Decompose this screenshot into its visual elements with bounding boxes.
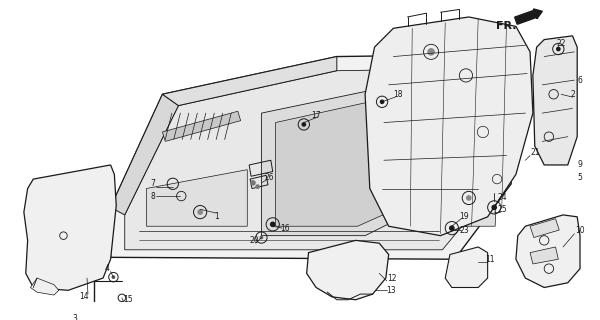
Text: 7: 7 — [151, 179, 155, 188]
Text: 15: 15 — [123, 295, 133, 304]
Polygon shape — [530, 247, 559, 264]
Circle shape — [255, 184, 260, 189]
Text: FR.: FR. — [496, 21, 517, 31]
Polygon shape — [275, 102, 410, 226]
Circle shape — [556, 47, 560, 52]
Polygon shape — [163, 111, 241, 141]
Polygon shape — [307, 240, 389, 300]
Polygon shape — [365, 17, 533, 236]
Circle shape — [380, 100, 385, 104]
Circle shape — [260, 236, 263, 239]
Circle shape — [250, 180, 256, 186]
Text: 24: 24 — [498, 194, 508, 203]
Text: 22: 22 — [556, 39, 566, 48]
Polygon shape — [110, 94, 178, 215]
Text: 19: 19 — [459, 212, 469, 221]
Text: 13: 13 — [386, 286, 397, 295]
Circle shape — [270, 221, 275, 227]
Text: 6: 6 — [578, 76, 583, 84]
Text: 16: 16 — [280, 224, 290, 233]
Circle shape — [449, 225, 455, 231]
Polygon shape — [31, 278, 59, 295]
Circle shape — [427, 48, 435, 56]
Text: 25: 25 — [498, 205, 508, 214]
FancyArrow shape — [515, 9, 542, 24]
Text: 11: 11 — [485, 255, 494, 264]
Polygon shape — [445, 247, 488, 287]
Text: 20: 20 — [249, 236, 259, 245]
Polygon shape — [530, 219, 559, 237]
Text: 10: 10 — [575, 227, 585, 236]
Text: 3: 3 — [73, 314, 77, 320]
Text: 9: 9 — [578, 160, 583, 170]
Text: 17: 17 — [311, 110, 321, 119]
Text: 21: 21 — [530, 148, 539, 157]
Text: 2: 2 — [570, 90, 575, 99]
Text: 8: 8 — [151, 192, 155, 201]
Polygon shape — [125, 69, 497, 250]
Text: 12: 12 — [387, 274, 396, 283]
Polygon shape — [110, 55, 511, 259]
Circle shape — [301, 122, 306, 127]
Text: 14: 14 — [79, 292, 89, 301]
Text: 23: 23 — [459, 226, 469, 235]
Circle shape — [491, 204, 497, 210]
Circle shape — [197, 209, 203, 215]
Text: 26: 26 — [264, 173, 274, 182]
Circle shape — [466, 195, 472, 201]
Text: 4: 4 — [104, 264, 109, 273]
Circle shape — [112, 275, 115, 279]
Polygon shape — [533, 36, 577, 165]
Polygon shape — [262, 90, 422, 236]
Polygon shape — [516, 215, 580, 287]
Text: 18: 18 — [394, 90, 403, 99]
Polygon shape — [146, 170, 247, 226]
Text: 1: 1 — [214, 212, 218, 221]
Polygon shape — [163, 57, 337, 106]
Polygon shape — [434, 160, 497, 226]
Text: 5: 5 — [578, 173, 583, 182]
Polygon shape — [24, 165, 116, 290]
